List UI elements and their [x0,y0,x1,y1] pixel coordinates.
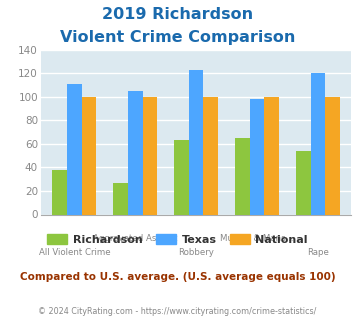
Bar [264,97,279,214]
Bar [250,99,264,214]
Bar [189,70,203,214]
Legend: Richardson, Texas, National: Richardson, Texas, National [43,229,312,249]
Bar [143,97,157,214]
Text: Murder & Mans...: Murder & Mans... [220,234,294,243]
Text: Rape: Rape [307,248,329,257]
Bar [296,151,311,214]
Text: Violent Crime Comparison: Violent Crime Comparison [60,30,295,45]
Bar [311,73,325,215]
Bar [128,91,143,214]
Bar [113,183,128,214]
Text: Compared to U.S. average. (U.S. average equals 100): Compared to U.S. average. (U.S. average … [20,272,335,282]
Bar [67,84,82,214]
Bar [203,97,218,214]
Text: Aggravated Assault: Aggravated Assault [93,234,178,243]
Text: All Violent Crime: All Violent Crime [38,248,110,257]
Bar [82,97,96,214]
Bar [235,138,250,214]
Bar [325,97,340,214]
Bar [53,170,67,214]
Text: © 2024 CityRating.com - https://www.cityrating.com/crime-statistics/: © 2024 CityRating.com - https://www.city… [38,307,317,316]
Text: 2019 Richardson: 2019 Richardson [102,7,253,22]
Bar [174,140,189,214]
Text: Robbery: Robbery [178,248,214,257]
